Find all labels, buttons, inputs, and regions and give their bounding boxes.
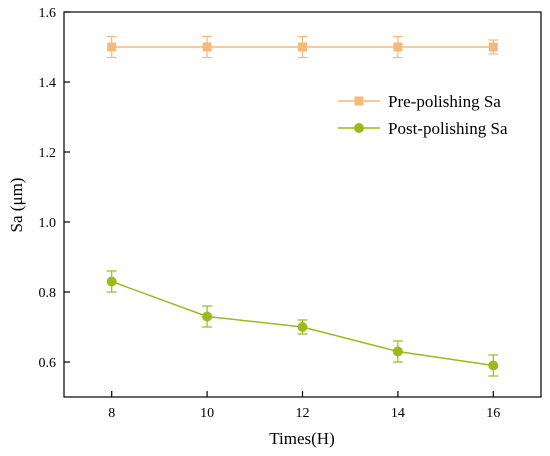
series-post-polishing (106, 270, 499, 377)
y-tick-label: 0.8 (39, 286, 57, 301)
y-tick-label: 1.0 (39, 216, 57, 231)
data-point (106, 276, 117, 287)
legend-label: Post-polishing Sa (388, 119, 508, 138)
legend-item: Pre-polishing Sa (338, 92, 501, 111)
y-tick-label: 1.6 (39, 6, 57, 21)
x-tick-label: 8 (108, 406, 115, 421)
data-point (488, 42, 498, 52)
series-pre-polishing (106, 35, 499, 59)
legend-marker (354, 123, 364, 133)
data-point (202, 311, 213, 322)
x-tick-label: 14 (391, 406, 405, 421)
legend-marker (354, 96, 364, 106)
data-point (107, 42, 117, 52)
y-tick-label: 0.6 (39, 356, 57, 371)
legend: Pre-polishing Sa Post-polishing Sa (338, 92, 508, 138)
legend-item: Post-polishing Sa (338, 119, 508, 138)
x-axis-title: Times(H) (269, 429, 335, 448)
plot-frame (63, 11, 542, 398)
x-tick-label: 16 (486, 406, 500, 421)
y-tick-label: 1.2 (39, 146, 57, 161)
x-tick-label: 10 (200, 406, 214, 421)
data-point (488, 360, 499, 371)
x-axis: 8 10 12 14 16 (108, 391, 500, 421)
data-point (298, 42, 307, 52)
data-point (392, 346, 403, 357)
x-tick-label: 12 (296, 406, 310, 421)
data-point (393, 42, 403, 52)
y-axis: 0.6 0.8 1.0 1.2 1.4 1.6 (39, 6, 70, 371)
y-axis-title: Sa (μm) (7, 178, 26, 233)
data-point (202, 42, 212, 52)
series-layer (106, 35, 499, 377)
data-point (297, 322, 308, 332)
y-tick-label: 1.4 (39, 76, 57, 91)
legend-label: Pre-polishing Sa (388, 92, 501, 111)
